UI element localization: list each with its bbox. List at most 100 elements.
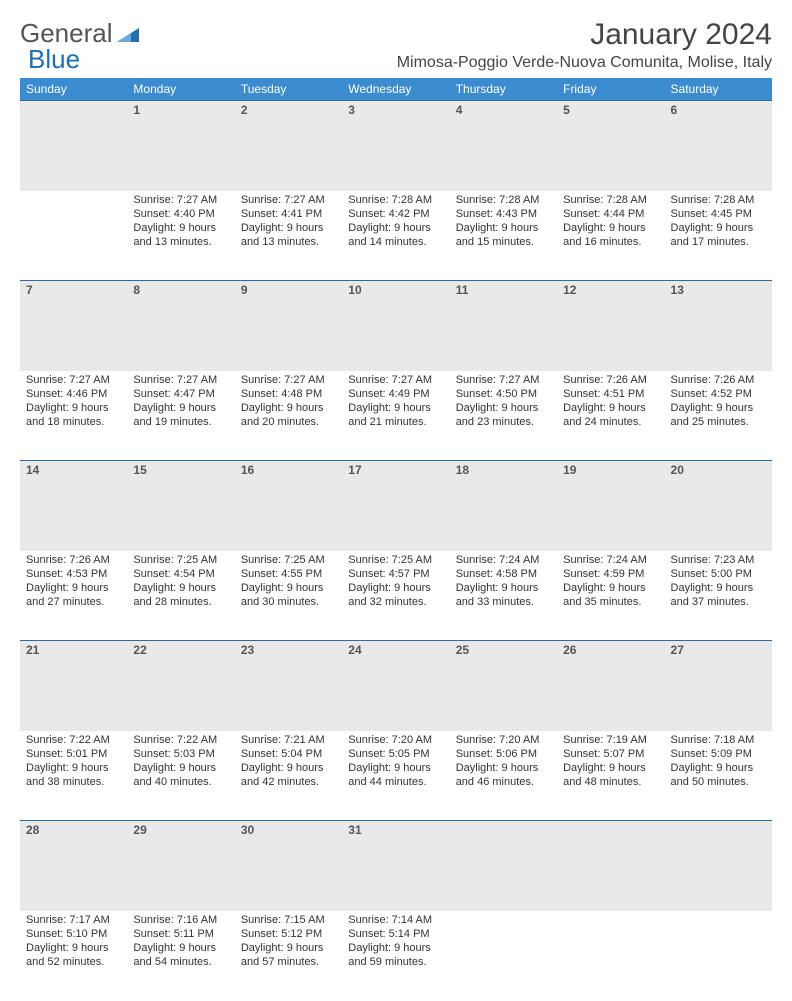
daynum-cell: 22 bbox=[127, 641, 234, 731]
daylight-line: Daylight: 9 hours and 42 minutes. bbox=[241, 761, 336, 790]
day-cell: Sunrise: 7:14 AMSunset: 5:14 PMDaylight:… bbox=[342, 911, 449, 1001]
daylight-line: Daylight: 9 hours and 18 minutes. bbox=[26, 401, 121, 430]
sunset-line: Sunset: 4:57 PM bbox=[348, 567, 443, 581]
day-number: 9 bbox=[235, 281, 342, 299]
day-cell: Sunrise: 7:23 AMSunset: 5:00 PMDaylight:… bbox=[665, 551, 772, 641]
daynum-row: 28293031 bbox=[20, 821, 772, 911]
sunrise-line: Sunrise: 7:21 AM bbox=[241, 733, 336, 747]
day-number: 27 bbox=[665, 641, 772, 659]
sunrise-line: Sunrise: 7:26 AM bbox=[671, 373, 766, 387]
daynum-cell: 10 bbox=[342, 281, 449, 371]
day-cell: Sunrise: 7:27 AMSunset: 4:47 PMDaylight:… bbox=[127, 371, 234, 461]
daynum-cell: 14 bbox=[20, 461, 127, 551]
daynum-cell: 13 bbox=[665, 281, 772, 371]
sunset-line: Sunset: 4:47 PM bbox=[133, 387, 228, 401]
day-cell: Sunrise: 7:21 AMSunset: 5:04 PMDaylight:… bbox=[235, 731, 342, 821]
daynum-cell: 31 bbox=[342, 821, 449, 911]
content-row: Sunrise: 7:22 AMSunset: 5:01 PMDaylight:… bbox=[20, 731, 772, 821]
day-number: 29 bbox=[127, 821, 234, 839]
calendar-table: Sunday Monday Tuesday Wednesday Thursday… bbox=[20, 78, 772, 1001]
day-content bbox=[665, 911, 772, 917]
daynum-row: 78910111213 bbox=[20, 281, 772, 371]
day-content: Sunrise: 7:28 AMSunset: 4:45 PMDaylight:… bbox=[665, 191, 772, 254]
day-number: 16 bbox=[235, 461, 342, 479]
day-content: Sunrise: 7:24 AMSunset: 4:58 PMDaylight:… bbox=[450, 551, 557, 614]
day-number: 22 bbox=[127, 641, 234, 659]
sunrise-line: Sunrise: 7:25 AM bbox=[133, 553, 228, 567]
day-number: 14 bbox=[20, 461, 127, 479]
sunrise-line: Sunrise: 7:24 AM bbox=[563, 553, 658, 567]
daynum-cell: 26 bbox=[557, 641, 664, 731]
weekday-header: Sunday bbox=[20, 78, 127, 101]
weekday-header: Saturday bbox=[665, 78, 772, 101]
day-cell: Sunrise: 7:27 AMSunset: 4:50 PMDaylight:… bbox=[450, 371, 557, 461]
day-cell: Sunrise: 7:15 AMSunset: 5:12 PMDaylight:… bbox=[235, 911, 342, 1001]
daylight-line: Daylight: 9 hours and 32 minutes. bbox=[348, 581, 443, 610]
day-cell: Sunrise: 7:26 AMSunset: 4:51 PMDaylight:… bbox=[557, 371, 664, 461]
content-row: Sunrise: 7:26 AMSunset: 4:53 PMDaylight:… bbox=[20, 551, 772, 641]
daylight-line: Daylight: 9 hours and 38 minutes. bbox=[26, 761, 121, 790]
sunrise-line: Sunrise: 7:20 AM bbox=[456, 733, 551, 747]
day-number: 30 bbox=[235, 821, 342, 839]
day-number: 12 bbox=[557, 281, 664, 299]
daylight-line: Daylight: 9 hours and 16 minutes. bbox=[563, 221, 658, 250]
day-cell: Sunrise: 7:26 AMSunset: 4:52 PMDaylight:… bbox=[665, 371, 772, 461]
day-content: Sunrise: 7:23 AMSunset: 5:00 PMDaylight:… bbox=[665, 551, 772, 614]
day-content: Sunrise: 7:28 AMSunset: 4:44 PMDaylight:… bbox=[557, 191, 664, 254]
daylight-line: Daylight: 9 hours and 27 minutes. bbox=[26, 581, 121, 610]
location-text: Mimosa-Poggio Verde-Nuova Comunita, Moli… bbox=[397, 54, 772, 72]
day-cell: Sunrise: 7:24 AMSunset: 4:59 PMDaylight:… bbox=[557, 551, 664, 641]
sunrise-line: Sunrise: 7:18 AM bbox=[671, 733, 766, 747]
day-content: Sunrise: 7:27 AMSunset: 4:47 PMDaylight:… bbox=[127, 371, 234, 434]
sunset-line: Sunset: 4:52 PM bbox=[671, 387, 766, 401]
day-content: Sunrise: 7:20 AMSunset: 5:06 PMDaylight:… bbox=[450, 731, 557, 794]
day-number: 4 bbox=[450, 101, 557, 119]
sunrise-line: Sunrise: 7:26 AM bbox=[563, 373, 658, 387]
day-content: Sunrise: 7:17 AMSunset: 5:10 PMDaylight:… bbox=[20, 911, 127, 974]
daynum-cell: 11 bbox=[450, 281, 557, 371]
day-content: Sunrise: 7:28 AMSunset: 4:42 PMDaylight:… bbox=[342, 191, 449, 254]
day-cell: Sunrise: 7:28 AMSunset: 4:43 PMDaylight:… bbox=[450, 191, 557, 281]
day-number: 21 bbox=[20, 641, 127, 659]
day-number: 18 bbox=[450, 461, 557, 479]
day-cell: Sunrise: 7:27 AMSunset: 4:49 PMDaylight:… bbox=[342, 371, 449, 461]
daylight-line: Daylight: 9 hours and 13 minutes. bbox=[241, 221, 336, 250]
weekday-header: Monday bbox=[127, 78, 234, 101]
day-content: Sunrise: 7:27 AMSunset: 4:50 PMDaylight:… bbox=[450, 371, 557, 434]
day-content: Sunrise: 7:27 AMSunset: 4:41 PMDaylight:… bbox=[235, 191, 342, 254]
day-cell: Sunrise: 7:20 AMSunset: 5:05 PMDaylight:… bbox=[342, 731, 449, 821]
weekday-header: Wednesday bbox=[342, 78, 449, 101]
day-cell: Sunrise: 7:27 AMSunset: 4:40 PMDaylight:… bbox=[127, 191, 234, 281]
daynum-cell: 3 bbox=[342, 101, 449, 191]
sunrise-line: Sunrise: 7:22 AM bbox=[26, 733, 121, 747]
day-cell bbox=[20, 191, 127, 281]
daylight-line: Daylight: 9 hours and 28 minutes. bbox=[133, 581, 228, 610]
day-number: 31 bbox=[342, 821, 449, 839]
daynum-row: 123456 bbox=[20, 101, 772, 191]
sunset-line: Sunset: 4:45 PM bbox=[671, 207, 766, 221]
sunrise-line: Sunrise: 7:28 AM bbox=[563, 193, 658, 207]
day-cell: Sunrise: 7:22 AMSunset: 5:01 PMDaylight:… bbox=[20, 731, 127, 821]
sunrise-line: Sunrise: 7:25 AM bbox=[348, 553, 443, 567]
sunrise-line: Sunrise: 7:19 AM bbox=[563, 733, 658, 747]
day-content: Sunrise: 7:27 AMSunset: 4:48 PMDaylight:… bbox=[235, 371, 342, 434]
sunset-line: Sunset: 5:03 PM bbox=[133, 747, 228, 761]
sunset-line: Sunset: 5:07 PM bbox=[563, 747, 658, 761]
daynum-cell: 4 bbox=[450, 101, 557, 191]
daylight-line: Daylight: 9 hours and 52 minutes. bbox=[26, 941, 121, 970]
daynum-cell: 24 bbox=[342, 641, 449, 731]
day-number: 17 bbox=[342, 461, 449, 479]
day-number: 2 bbox=[235, 101, 342, 119]
daynum-cell: 9 bbox=[235, 281, 342, 371]
sunrise-line: Sunrise: 7:27 AM bbox=[456, 373, 551, 387]
day-number: 3 bbox=[342, 101, 449, 119]
day-number: 23 bbox=[235, 641, 342, 659]
day-number: 24 bbox=[342, 641, 449, 659]
sunset-line: Sunset: 5:05 PM bbox=[348, 747, 443, 761]
sunrise-line: Sunrise: 7:27 AM bbox=[241, 373, 336, 387]
day-number: 26 bbox=[557, 641, 664, 659]
day-cell bbox=[665, 911, 772, 1001]
day-number: 5 bbox=[557, 101, 664, 119]
sunrise-line: Sunrise: 7:16 AM bbox=[133, 913, 228, 927]
day-content: Sunrise: 7:25 AMSunset: 4:57 PMDaylight:… bbox=[342, 551, 449, 614]
